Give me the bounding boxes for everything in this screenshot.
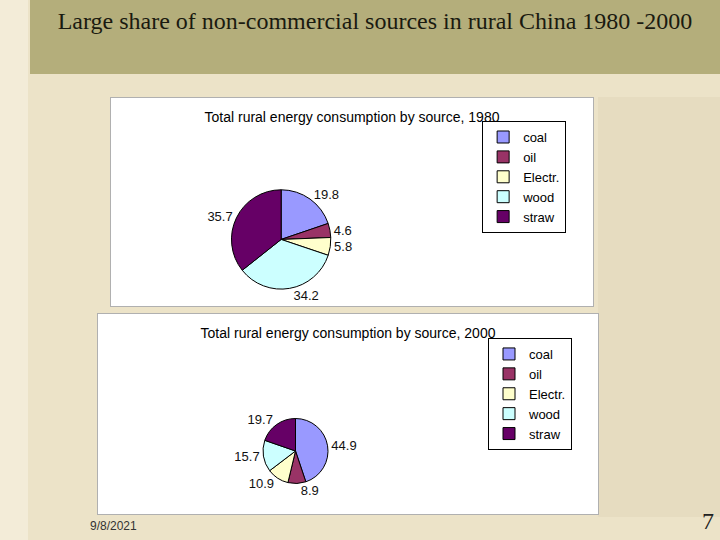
svg-text:coal: coal <box>523 130 547 145</box>
svg-text:15.7: 15.7 <box>234 449 259 464</box>
svg-text:oil: oil <box>523 150 536 165</box>
svg-text:Total rural energy consumption: Total rural energy consumption by source… <box>201 325 496 341</box>
svg-text:44.9: 44.9 <box>331 438 356 453</box>
svg-text:Electr.: Electr. <box>529 387 565 402</box>
svg-text:Electr.: Electr. <box>523 170 559 185</box>
svg-text:straw: straw <box>529 427 561 442</box>
svg-text:Total rural energy consumption: Total rural energy consumption by source… <box>205 109 500 125</box>
svg-text:10.9: 10.9 <box>249 476 274 491</box>
svg-text:8.9: 8.9 <box>301 483 319 498</box>
svg-text:5.8: 5.8 <box>334 239 352 254</box>
svg-text:19.7: 19.7 <box>248 412 273 427</box>
svg-text:oil: oil <box>529 367 542 382</box>
svg-text:35.7: 35.7 <box>207 209 232 224</box>
html-text:7: 7 <box>702 508 714 534</box>
svg-text:34.2: 34.2 <box>293 288 318 303</box>
svg-text:4.6: 4.6 <box>334 223 352 238</box>
html-text:Large share of non-commercial: Large share of non-commercial sources in… <box>57 8 693 34</box>
svg-text:wood: wood <box>528 407 560 422</box>
svg-text:wood: wood <box>522 190 554 205</box>
svg-text:coal: coal <box>529 347 553 362</box>
svg-text:19.8: 19.8 <box>314 187 339 202</box>
svg-text:straw: straw <box>523 210 555 225</box>
html-text:9/8/2021: 9/8/2021 <box>90 519 137 533</box>
